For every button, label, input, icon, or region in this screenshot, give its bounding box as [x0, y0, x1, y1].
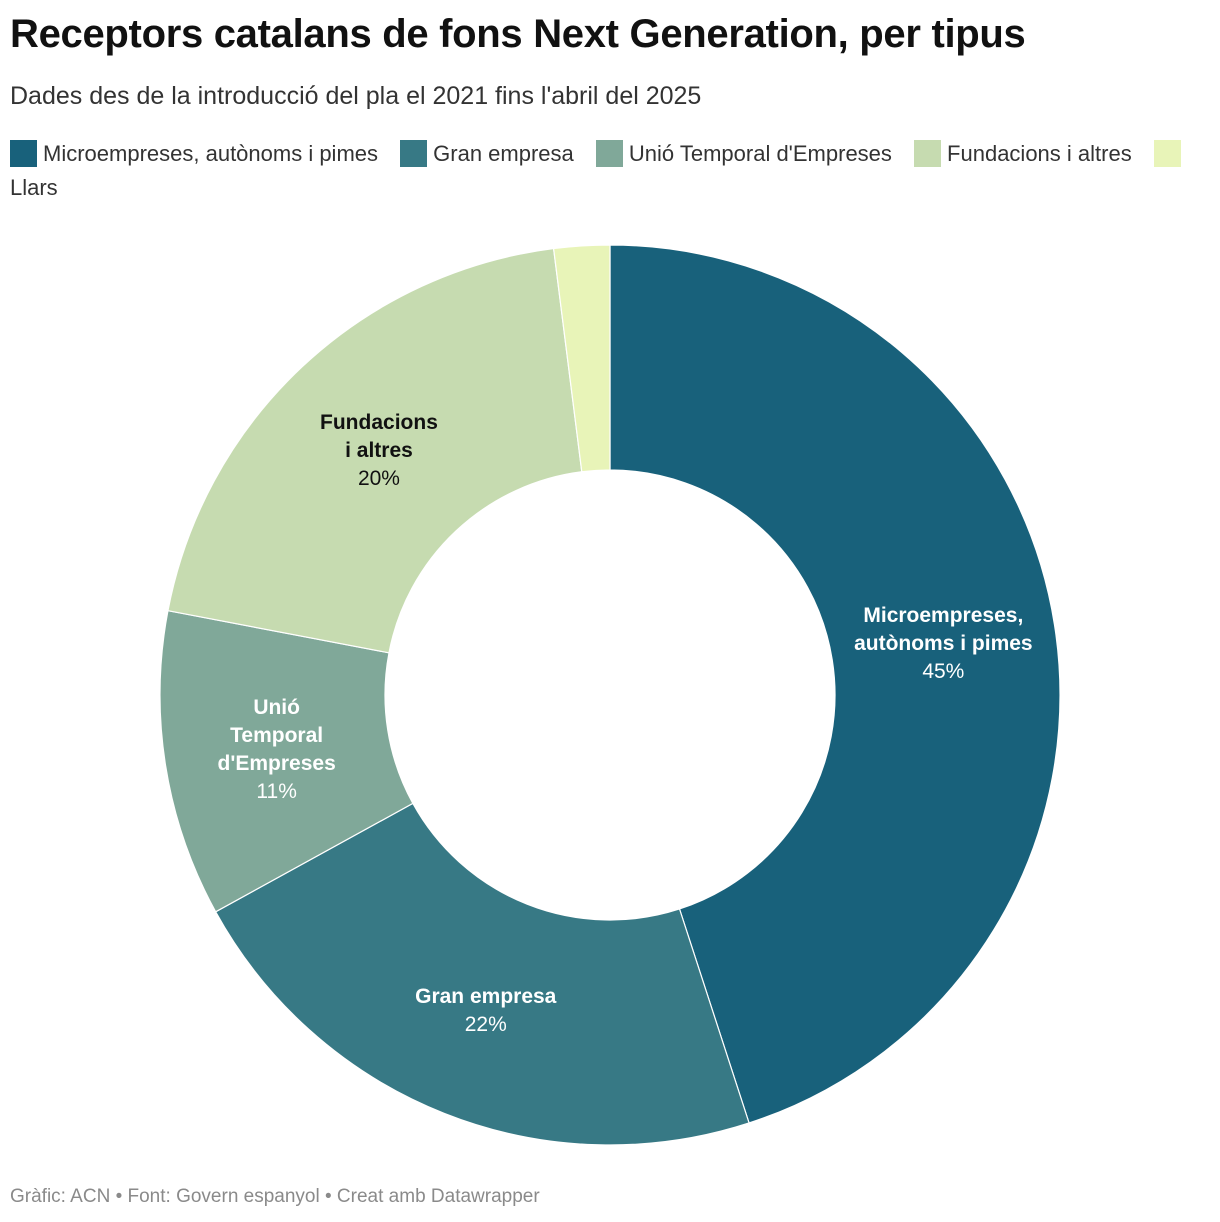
slice-label: d'Empreses	[218, 752, 336, 775]
legend-swatch	[1153, 140, 1181, 167]
slice-label: Temporal	[230, 724, 323, 747]
donut-slice-1	[214, 802, 750, 1146]
slice-label: Microempreses,	[863, 604, 1023, 627]
donut-chart: Microempreses, autònoms i pimes 45% Gran em…	[159, 244, 1061, 1146]
donut-slice-2	[159, 609, 414, 913]
slice-value-label: 20%	[358, 467, 400, 490]
legend-swatch	[914, 140, 942, 167]
legend-item-gran-empresa: Gran empresa	[400, 140, 574, 167]
legend-item-microempreses: Microempreses, autònoms i pimes	[10, 140, 379, 167]
legend-swatch	[595, 140, 623, 167]
slice-label: autònoms i pimes	[854, 632, 1033, 655]
legend-item-fundacions: Fundacions i altres	[914, 140, 1132, 167]
slice-label: Gran empresa	[415, 985, 557, 1008]
donut-slice-4	[552, 244, 611, 473]
legend-label: Gran empresa	[433, 141, 574, 166]
legend-label: Unió Temporal d'Empreses	[628, 141, 892, 166]
slice-value-label: 11%	[256, 780, 296, 803]
chart-title: Receptors catalans de fons Next Generati…	[10, 12, 1026, 56]
slice-label: Fundacions	[320, 411, 438, 434]
slice-label: Unió	[253, 696, 300, 719]
legend-swatch	[400, 140, 428, 167]
donut-slice-0	[609, 244, 1061, 1124]
legend-label: Llars	[10, 175, 58, 200]
slice-label: i altres	[345, 439, 413, 462]
legend-item-ute: Unió Temporal d'Empreses	[595, 140, 892, 167]
chart-subtitle: Dades des de la introducció del pla el 2…	[10, 82, 702, 110]
legend-swatch	[10, 140, 37, 167]
chart-footer: Gràfic: ACN • Font: Govern espanyol • Cr…	[10, 1186, 540, 1207]
slice-value-label: 22%	[465, 1013, 507, 1036]
legend-label: Fundacions i altres	[947, 141, 1132, 166]
chart-legend: Microempreses, autònoms i pimes Gran emp…	[10, 137, 1190, 205]
legend-label: Microempreses, autònoms i pimes	[43, 141, 379, 166]
legend-item-llars: Llars	[10, 140, 1187, 200]
slice-value-label: 45%	[922, 660, 964, 683]
donut-slice-3	[167, 247, 583, 654]
